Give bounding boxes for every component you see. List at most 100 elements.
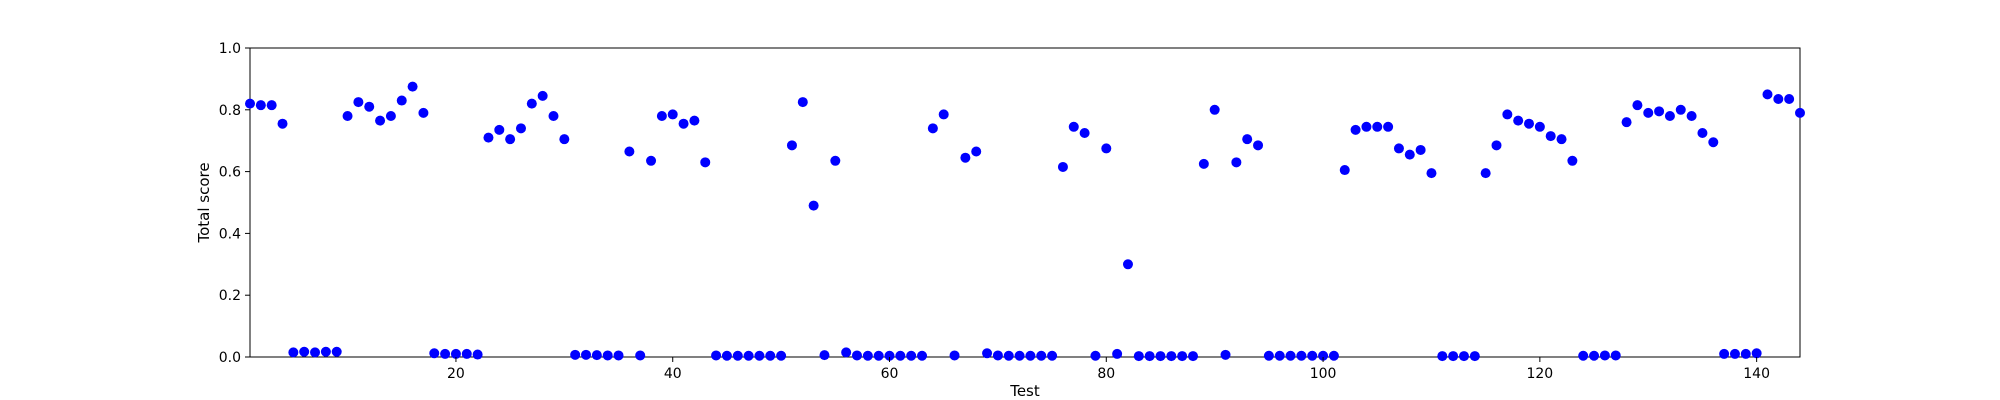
data-point bbox=[1318, 350, 1329, 361]
data-point bbox=[1610, 350, 1621, 361]
data-point bbox=[656, 110, 667, 121]
data-point bbox=[364, 101, 375, 112]
y-tick-label: 0.0 bbox=[219, 350, 241, 366]
data-point bbox=[1372, 121, 1383, 132]
data-point bbox=[581, 349, 592, 360]
data-point bbox=[721, 350, 732, 361]
data-point bbox=[1589, 350, 1600, 361]
data-point bbox=[1198, 158, 1209, 169]
data-point bbox=[938, 109, 949, 120]
y-tick-label: 0.4 bbox=[219, 226, 241, 242]
data-point bbox=[1122, 259, 1133, 270]
data-point bbox=[1253, 140, 1264, 151]
data-point bbox=[1285, 350, 1296, 361]
data-point bbox=[1524, 118, 1535, 129]
data-point bbox=[1350, 124, 1361, 135]
data-point bbox=[732, 350, 743, 361]
data-point bbox=[1101, 143, 1112, 154]
y-tick-label: 0.6 bbox=[219, 165, 241, 181]
data-point bbox=[1513, 115, 1524, 126]
data-point bbox=[1014, 350, 1025, 361]
data-point bbox=[1502, 109, 1513, 120]
data-point bbox=[1469, 351, 1480, 362]
data-point bbox=[1328, 350, 1339, 361]
data-point bbox=[245, 98, 255, 109]
data-point bbox=[1155, 351, 1166, 362]
data-point bbox=[917, 350, 928, 361]
data-point bbox=[1133, 351, 1144, 362]
data-point bbox=[1437, 351, 1448, 362]
data-point bbox=[331, 346, 342, 357]
data-point bbox=[624, 146, 635, 157]
data-point bbox=[1079, 127, 1090, 138]
data-point bbox=[537, 90, 548, 101]
data-point bbox=[667, 109, 678, 120]
y-axis-label: Total score bbox=[195, 162, 213, 243]
data-point bbox=[1762, 89, 1773, 100]
data-point bbox=[1025, 350, 1036, 361]
x-tick-label: 100 bbox=[1310, 366, 1337, 382]
data-point bbox=[1686, 110, 1697, 121]
data-point bbox=[884, 350, 895, 361]
x-tick-label: 80 bbox=[1097, 366, 1115, 382]
data-point bbox=[1231, 157, 1242, 168]
data-point bbox=[429, 348, 440, 359]
data-point bbox=[1057, 161, 1068, 172]
data-point bbox=[320, 346, 331, 357]
data-point bbox=[895, 350, 906, 361]
data-point bbox=[1643, 107, 1654, 118]
data-point bbox=[407, 81, 418, 92]
data-point bbox=[1621, 117, 1632, 128]
data-point bbox=[1740, 348, 1751, 359]
data-point bbox=[689, 115, 700, 126]
x-tick-label: 140 bbox=[1743, 366, 1770, 382]
data-point bbox=[743, 350, 754, 361]
data-point bbox=[1404, 149, 1415, 160]
data-point bbox=[288, 347, 299, 358]
y-axis-ticks: 0.0 0.2 0.4 0.6 0.8 1.0 bbox=[219, 41, 250, 366]
data-point bbox=[526, 98, 537, 109]
data-point bbox=[862, 350, 873, 361]
data-point bbox=[1708, 137, 1719, 148]
data-point bbox=[1729, 348, 1740, 359]
data-point bbox=[1599, 350, 1610, 361]
data-point bbox=[255, 100, 266, 111]
data-point bbox=[1426, 168, 1437, 179]
y-tick-label: 1.0 bbox=[219, 41, 241, 57]
data-point bbox=[1751, 348, 1762, 359]
data-point bbox=[960, 152, 971, 163]
x-tick-label: 20 bbox=[447, 366, 465, 382]
data-point bbox=[949, 350, 960, 361]
data-point bbox=[819, 350, 830, 361]
data-point bbox=[1188, 351, 1199, 362]
y-tick-label: 0.2 bbox=[219, 288, 241, 304]
x-tick-label: 40 bbox=[664, 366, 682, 382]
data-point bbox=[515, 123, 526, 134]
data-point bbox=[1220, 349, 1231, 360]
plot-area bbox=[245, 47, 1805, 362]
data-point bbox=[1654, 106, 1665, 117]
axes-frame bbox=[249, 47, 1801, 358]
data-point bbox=[971, 146, 982, 157]
data-point bbox=[678, 118, 689, 129]
data-point bbox=[1675, 104, 1686, 115]
data-point bbox=[1534, 121, 1545, 132]
data-point bbox=[1773, 93, 1784, 104]
data-point bbox=[472, 349, 483, 360]
data-point bbox=[808, 200, 819, 211]
data-point bbox=[841, 347, 852, 358]
data-point bbox=[1632, 100, 1643, 111]
data-point bbox=[591, 350, 602, 361]
data-point bbox=[450, 348, 461, 359]
data-point bbox=[1578, 350, 1589, 361]
data-point bbox=[1458, 351, 1469, 362]
data-point bbox=[1166, 351, 1177, 362]
data-point bbox=[1556, 134, 1567, 145]
data-point bbox=[1448, 351, 1459, 362]
data-point bbox=[1415, 144, 1426, 155]
data-point bbox=[1339, 165, 1350, 176]
data-point bbox=[396, 95, 407, 106]
data-point bbox=[1177, 351, 1188, 362]
data-point bbox=[1068, 121, 1079, 132]
